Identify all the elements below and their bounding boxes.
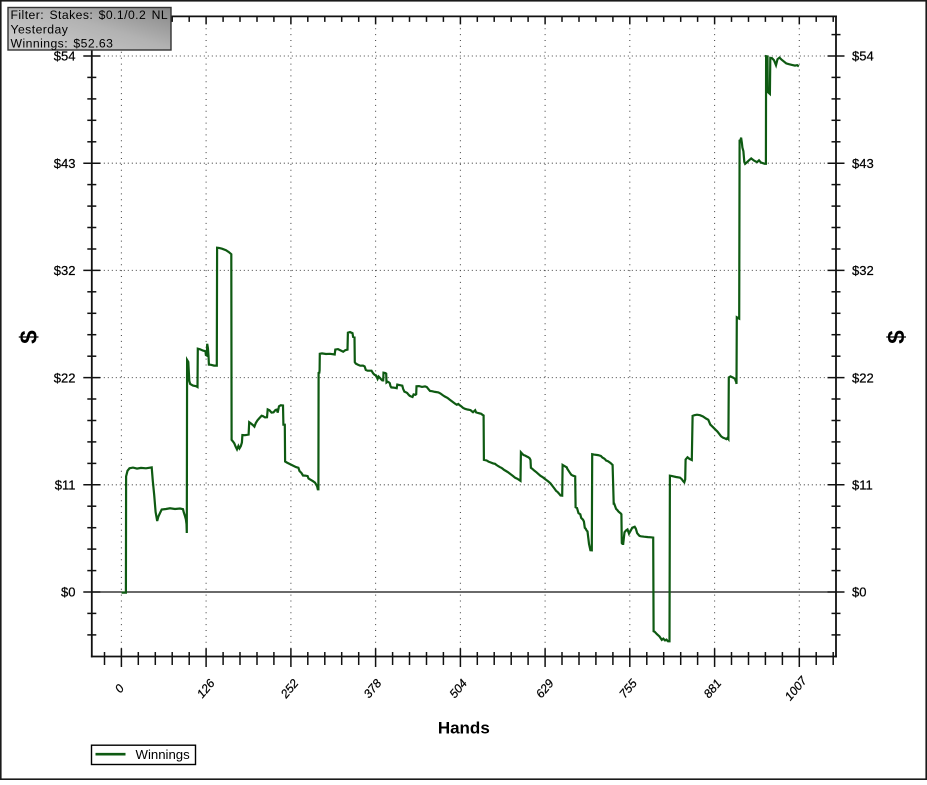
svg-text:$11: $11 <box>852 478 873 493</box>
svg-text:Yesterday: Yesterday <box>11 22 69 36</box>
svg-text:$54: $54 <box>54 49 76 64</box>
svg-text:Filter: Stakes: $0.1/0.2 NL: Filter: Stakes: $0.1/0.2 NL <box>11 8 169 22</box>
svg-text:$54: $54 <box>852 49 874 64</box>
svg-text:$0: $0 <box>852 585 866 600</box>
svg-text:$0: $0 <box>61 585 75 600</box>
svg-text:Hands: Hands <box>438 719 490 738</box>
svg-text:$43: $43 <box>852 156 874 171</box>
svg-text:$22: $22 <box>54 370 76 385</box>
svg-text:Winnings: Winnings <box>136 747 191 762</box>
svg-text:$43: $43 <box>54 156 76 171</box>
svg-text:Winnings: $52.63: Winnings: $52.63 <box>11 37 114 51</box>
svg-text:$32: $32 <box>852 263 874 278</box>
svg-text:$11: $11 <box>55 478 76 493</box>
svg-text:$: $ <box>16 330 43 344</box>
svg-text:$22: $22 <box>852 370 874 385</box>
svg-text:$: $ <box>883 330 910 344</box>
svg-text:$32: $32 <box>54 263 76 278</box>
